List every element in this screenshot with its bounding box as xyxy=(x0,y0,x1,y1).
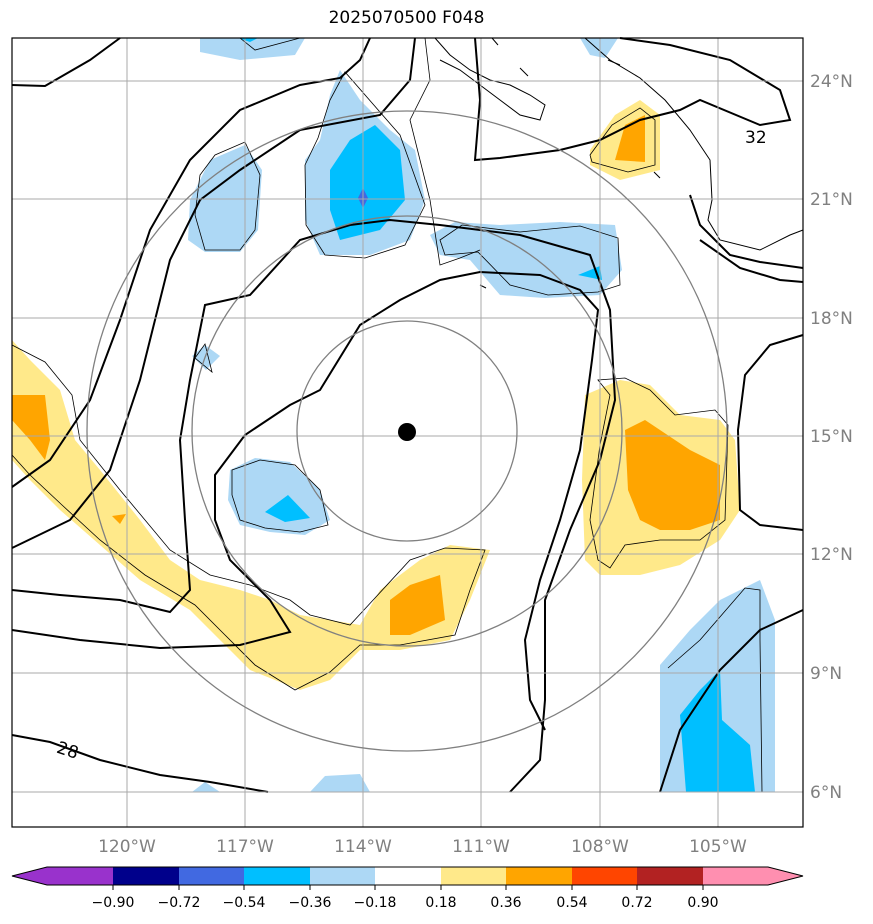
storm-center-marker xyxy=(398,423,416,441)
colorbar-bin xyxy=(637,867,703,885)
colorbar-max-extend xyxy=(768,867,803,885)
latitude-labels: 24°N 21°N 18°N 15°N 12°N 9°N 6°N xyxy=(810,72,853,803)
positive-anomaly-core xyxy=(112,514,126,524)
lon-label-111w: 111°W xyxy=(452,837,510,857)
colorbar-bin xyxy=(47,867,113,885)
positive-anomaly-ne-core xyxy=(615,115,645,162)
colorbar-bin xyxy=(703,867,768,885)
lon-label-105w: 105°W xyxy=(689,837,747,857)
colorbar-bin xyxy=(113,867,179,885)
lat-label-24n: 24°N xyxy=(810,72,853,92)
colorbar-tick-label: 0.54 xyxy=(556,895,587,911)
colorbar-bin xyxy=(441,867,506,885)
negative-anomaly-small xyxy=(310,774,370,792)
colorbar-tick-label: 0.72 xyxy=(621,895,652,911)
lat-label-21n: 21°N xyxy=(810,190,853,210)
map-panel: 32 28 xyxy=(11,37,804,828)
positive-anomaly-core xyxy=(12,395,50,460)
map-frame xyxy=(11,37,804,828)
colorbar-tick-label: −0.90 xyxy=(92,895,135,911)
lat-label-9n: 9°N xyxy=(810,664,842,684)
negative-anomaly-small xyxy=(192,345,220,370)
lat-label-15n: 15°N xyxy=(810,427,853,447)
colorbar-tick-label: 0.36 xyxy=(490,895,521,911)
graticule xyxy=(12,38,803,827)
colorbar: −0.90 −0.72 −0.54 −0.36 −0.18 0.18 0.36 … xyxy=(11,866,804,911)
colorbar-tick-label: −0.54 xyxy=(223,895,266,911)
colorbar-tick-label: −0.18 xyxy=(354,895,397,911)
colorbar-tick-label: −0.72 xyxy=(158,895,201,911)
colorbar-bin xyxy=(506,867,572,885)
contour-label-32: 32 xyxy=(745,128,767,148)
colorbar-tick-label: −0.36 xyxy=(289,895,332,911)
range-rings xyxy=(86,110,728,752)
colorbar-bin xyxy=(179,867,244,885)
colorbar-tick-label: 0.90 xyxy=(687,895,718,911)
negative-anomaly-north-core xyxy=(330,125,405,240)
colorbar-outline xyxy=(11,866,804,886)
lat-label-18n: 18°N xyxy=(810,309,853,329)
contour-label-28: 28 xyxy=(54,738,81,764)
positive-anomaly-core xyxy=(390,575,445,635)
thin-contours xyxy=(11,37,763,793)
colorbar-bin xyxy=(572,867,637,885)
colorbar-min-extend xyxy=(12,867,47,885)
colorbar-tick-label: 0.18 xyxy=(425,895,456,911)
positive-anomaly-east-core xyxy=(625,420,720,530)
coastline xyxy=(434,37,804,289)
lat-label-6n: 6°N xyxy=(810,783,842,803)
colorbar-bin xyxy=(244,867,310,885)
shading-layer xyxy=(12,38,775,792)
negative-anomaly-small xyxy=(192,782,220,792)
positive-anomaly-band xyxy=(12,340,490,690)
colorbar-bin xyxy=(310,867,375,885)
lon-label-120w: 120°W xyxy=(98,837,156,857)
colorbar-bin xyxy=(375,867,441,885)
negative-anomaly-center-core xyxy=(265,495,310,522)
negative-anomaly-band xyxy=(430,222,622,298)
map-title: 2025070500 F048 xyxy=(328,8,485,28)
lon-label-108w: 108°W xyxy=(571,837,629,857)
height-contours xyxy=(11,37,804,793)
lon-label-117w: 117°W xyxy=(216,837,274,857)
longitude-labels: 120°W 117°W 114°W 111°W 108°W 105°W xyxy=(98,837,747,857)
negative-anomaly-center xyxy=(228,458,330,535)
negative-anomaly-top-right xyxy=(580,38,618,58)
lat-label-12n: 12°N xyxy=(810,545,853,565)
negative-anomaly-top xyxy=(200,38,305,60)
negative-anomaly-top-core xyxy=(238,38,258,42)
lon-label-114w: 114°W xyxy=(334,837,392,857)
